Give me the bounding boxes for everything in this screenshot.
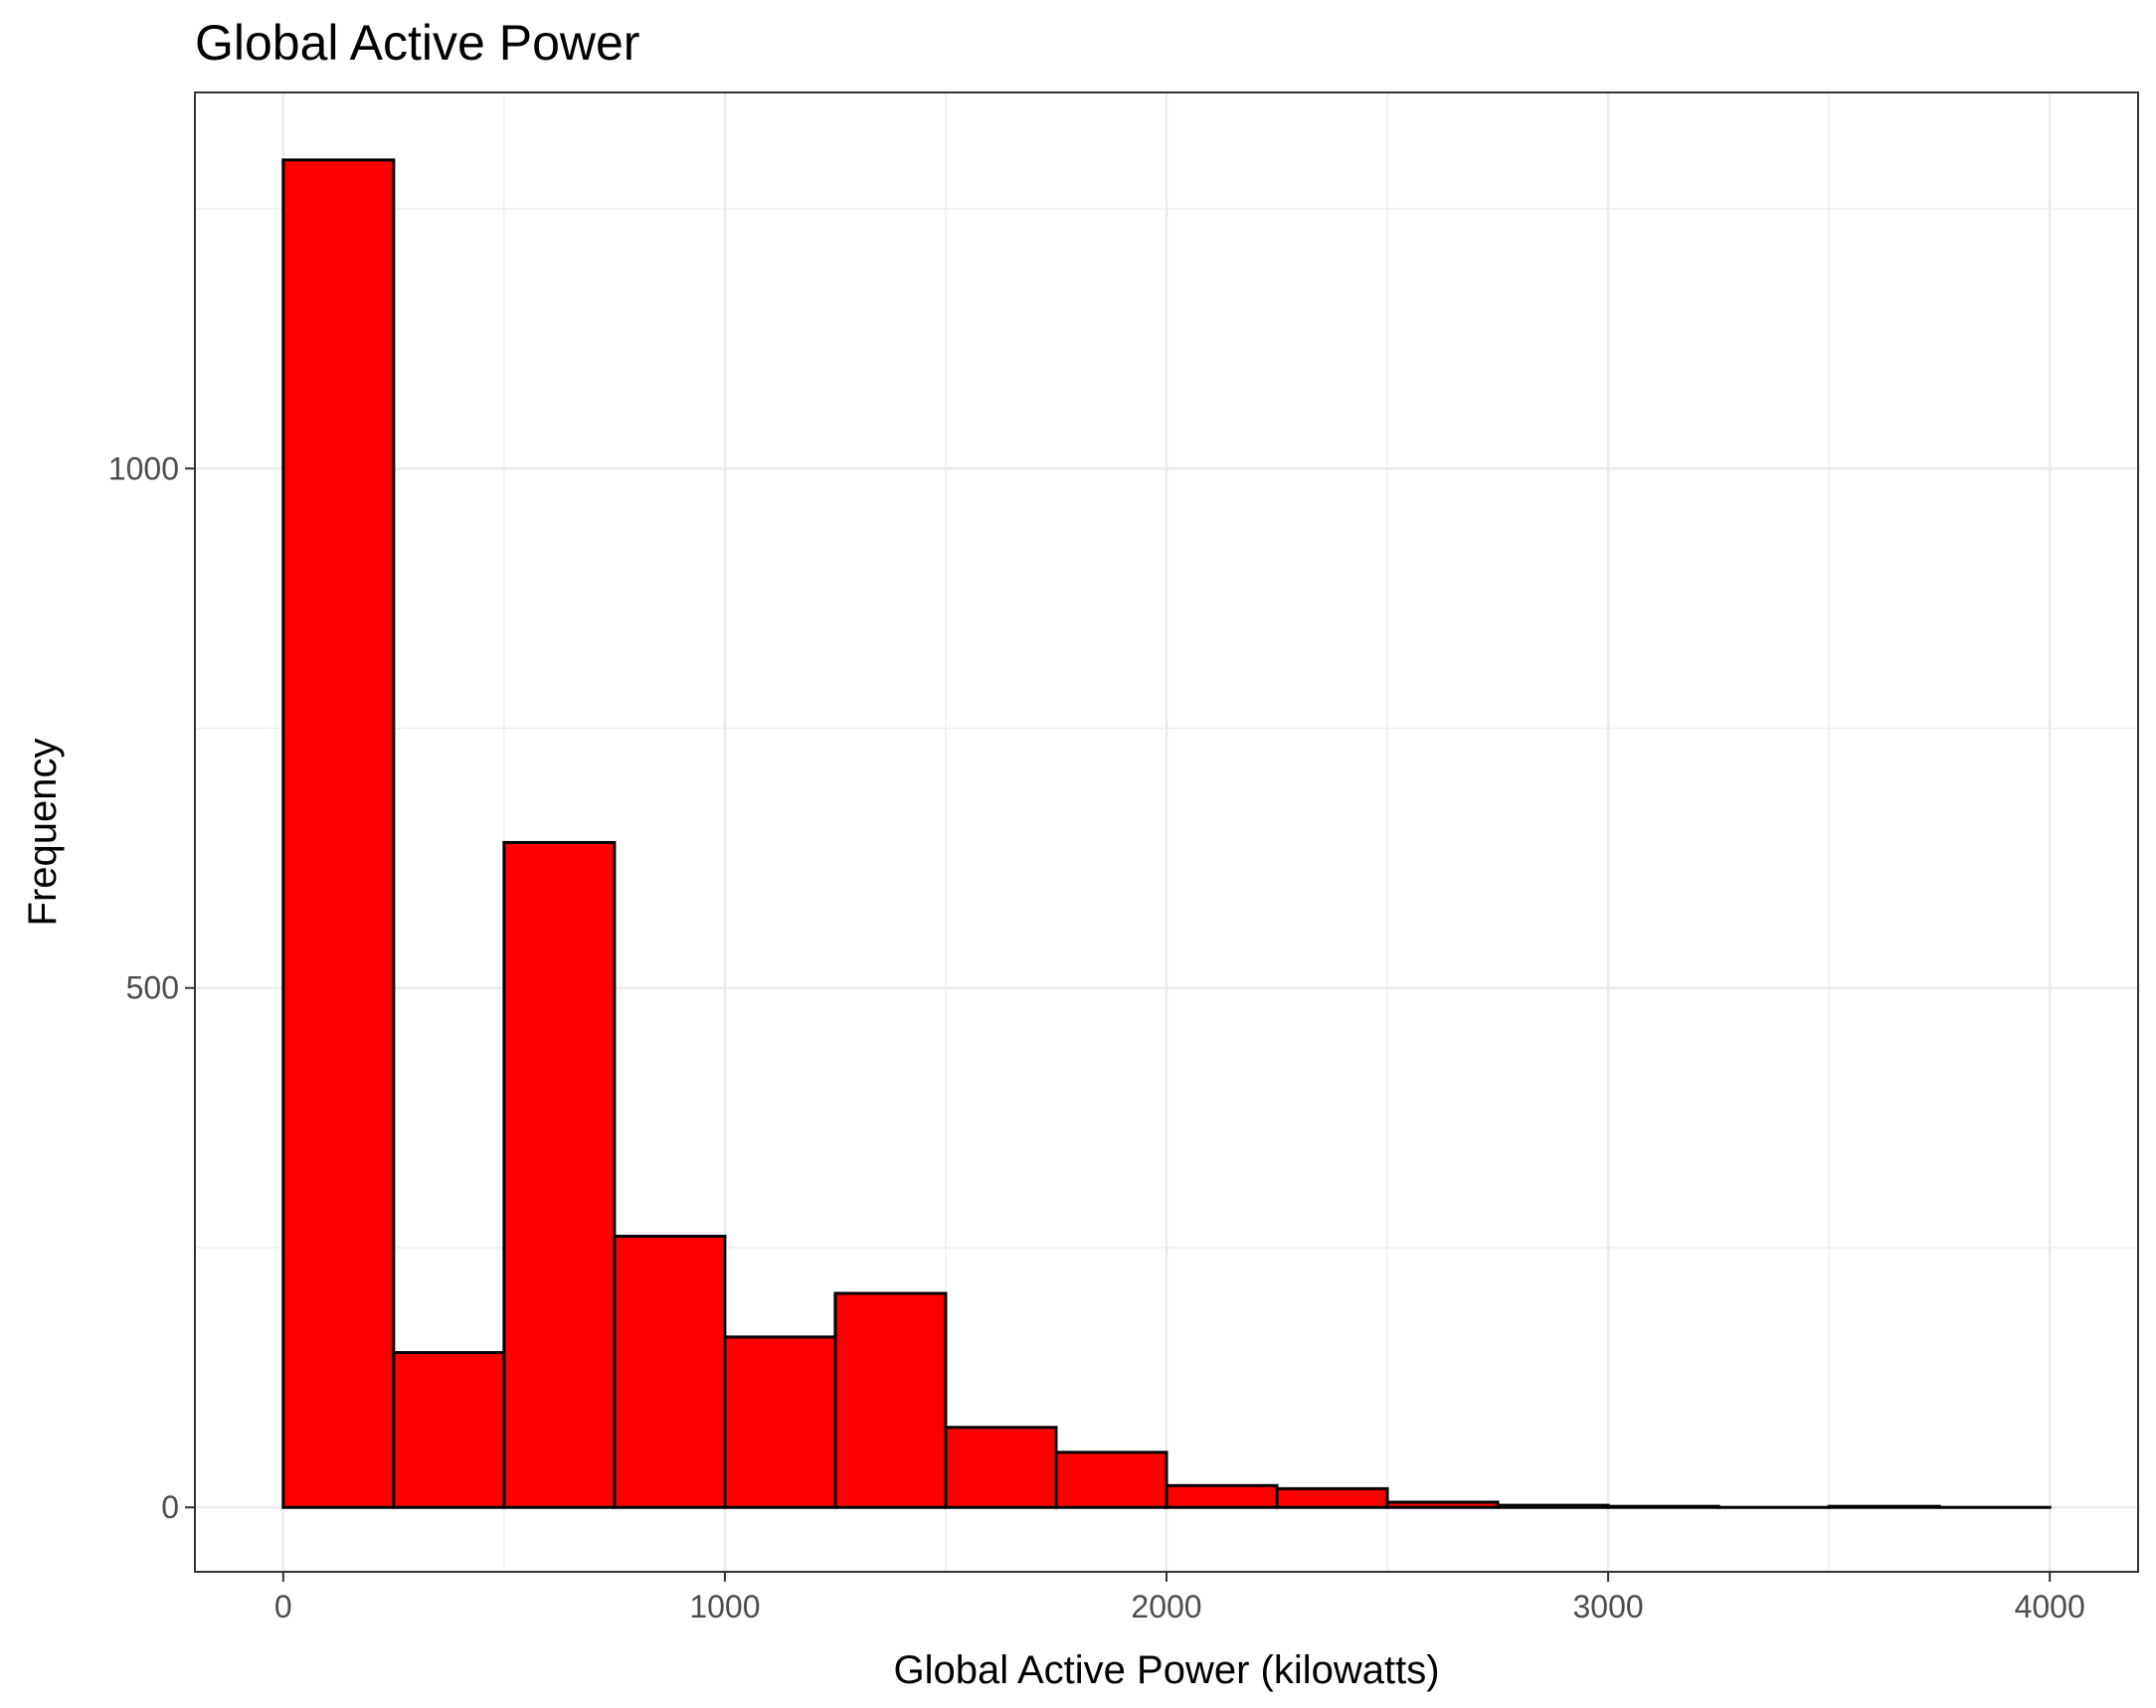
x-axis: 0 1000 2000 3000 4000 [274,1572,2085,1624]
x-tick-label: 2000 [1131,1589,1201,1624]
histogram-bar [281,158,396,1509]
x-tick-label: 3000 [1572,1589,1643,1624]
y-tick-label: 1000 [108,450,179,486]
x-tick-label: 4000 [2015,1589,2085,1624]
histogram-bar [1385,1500,1500,1509]
histogram-bar [392,1351,506,1509]
histogram-bar [613,1234,727,1509]
chart-title: Global Active Power [195,15,640,71]
y-tick-label: 0 [161,1489,179,1525]
y-axis: 0 500 1000 [108,450,195,1525]
major-gridlines [195,92,2138,1572]
histogram-bar [1054,1451,1168,1509]
x-axis-title: Global Active Power (kilowatts) [893,1648,1439,1692]
x-tick-label: 0 [274,1589,292,1624]
y-axis-title: Frequency [21,739,65,927]
histogram-bar [1606,1504,1720,1509]
histogram-bar [502,840,617,1509]
histogram-bars [281,158,2052,1509]
y-tick-label: 500 [126,970,179,1006]
histogram-bar [1165,1483,1279,1509]
histogram-bar [944,1426,1058,1509]
histogram-bar [1275,1486,1389,1509]
histogram-bar [1827,1504,1941,1509]
histogram-bar [723,1335,837,1509]
histogram-bar [833,1291,948,1509]
histogram-bar [1496,1503,1610,1509]
x-tick-label: 1000 [689,1589,760,1624]
